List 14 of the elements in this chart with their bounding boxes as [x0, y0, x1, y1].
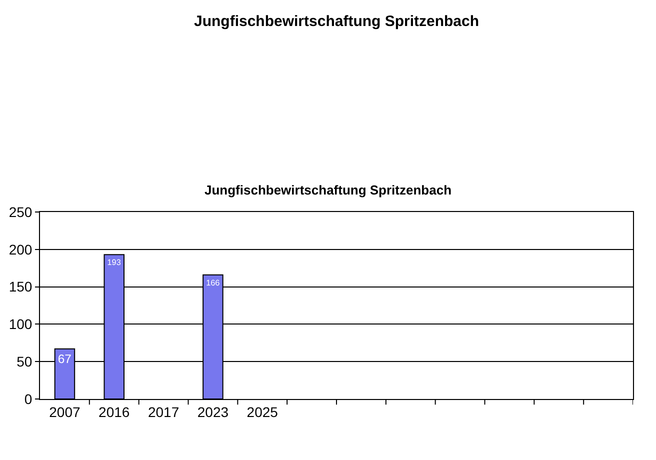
- y-tick-label: 250: [8, 204, 32, 220]
- y-tick-label: 200: [8, 241, 32, 258]
- y-tick-label: 0: [24, 390, 32, 407]
- y-tick-label: 50: [16, 354, 32, 370]
- x-tick-label: 2007: [49, 404, 80, 420]
- x-tick-label: 2025: [246, 404, 278, 420]
- x-tick-label: 2017: [148, 404, 180, 420]
- data-label: 67: [58, 352, 72, 366]
- x-tick-label: 2016: [98, 404, 130, 420]
- x-tick-label: 2023: [197, 404, 229, 420]
- y-tick-label: 150: [8, 278, 32, 295]
- chart-title: Jungfischbewirtschaftung Spritzenbach: [204, 182, 452, 198]
- y-tick-label: 100: [8, 316, 32, 332]
- text: Jungfischbewirtschaftung Spritzenbach: [194, 13, 480, 30]
